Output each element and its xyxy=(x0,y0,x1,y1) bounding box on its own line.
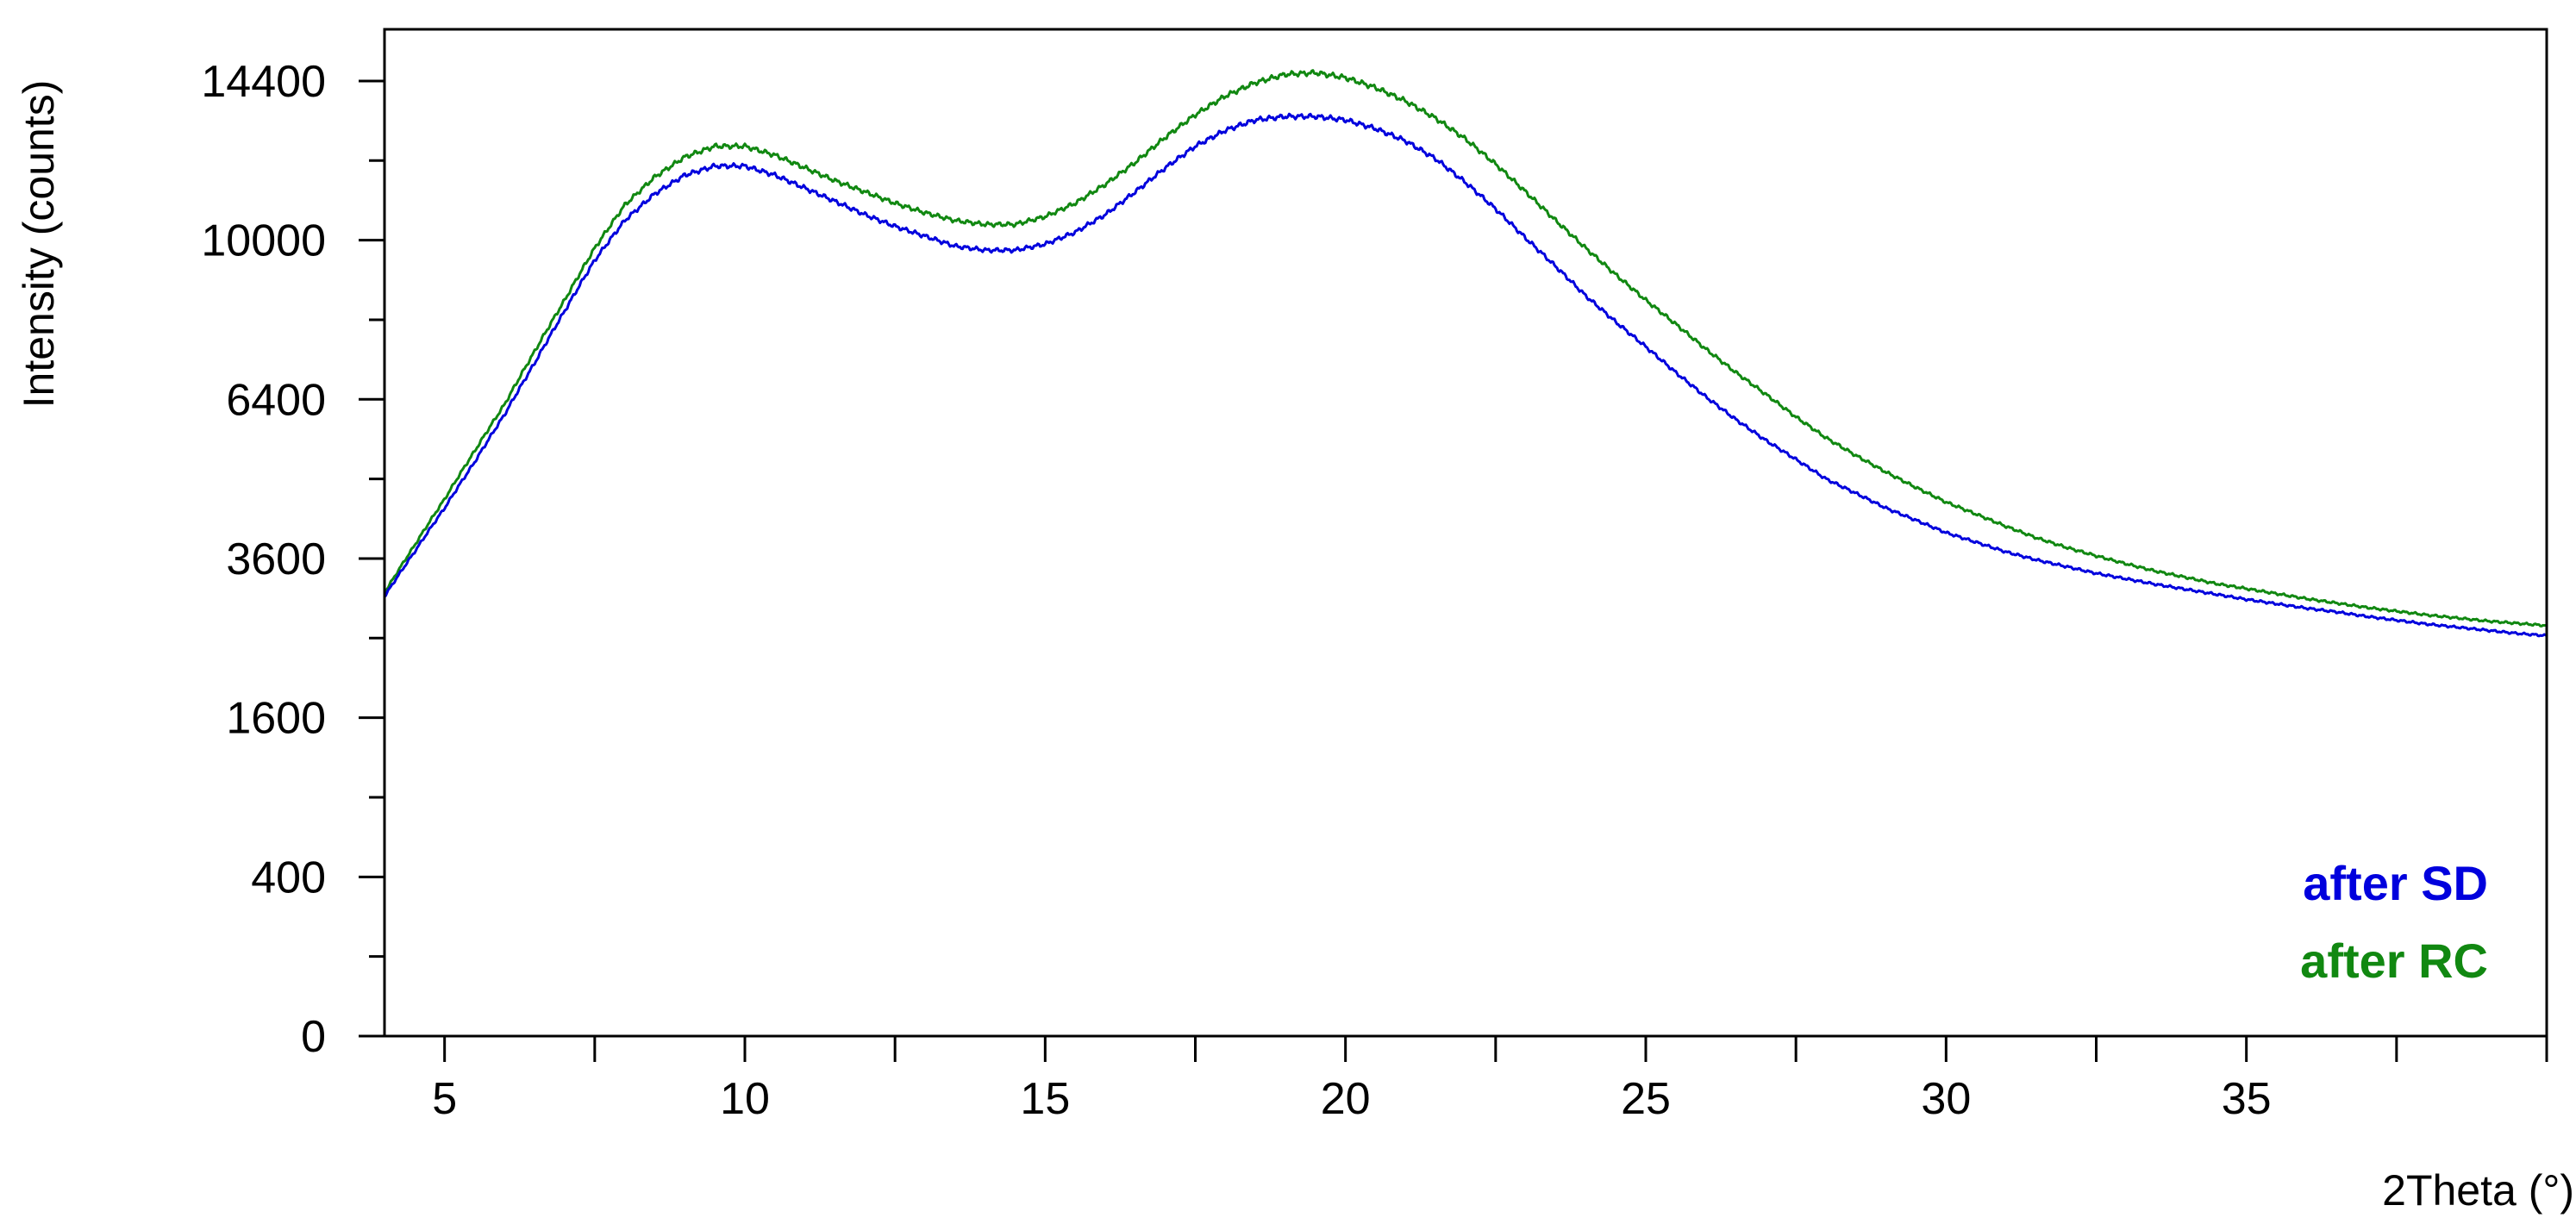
x-tick-label: 5 xyxy=(432,1074,457,1124)
x-tick-label: 10 xyxy=(720,1074,770,1124)
y-tick-label: 6400 xyxy=(226,375,326,425)
y-tick-label: 3600 xyxy=(226,534,326,584)
y-tick-label: 0 xyxy=(301,1012,326,1062)
y-tick-label: 14400 xyxy=(201,57,326,107)
y-axis-title: Intensity (counts) xyxy=(15,80,63,409)
y-tick-label: 10000 xyxy=(201,216,326,266)
y-tick-label: 1600 xyxy=(226,694,326,744)
y-axis-ticks: 0 400 1600 3600 6400 10000 14400 xyxy=(201,57,385,1062)
x-tick-label: 15 xyxy=(1020,1074,1070,1124)
x-tick-label: 20 xyxy=(1321,1074,1371,1124)
plot-frame xyxy=(383,28,2548,1038)
x-tick-label: 25 xyxy=(1621,1074,1671,1124)
y-tick-label: 400 xyxy=(251,852,326,902)
x-tick-label: 35 xyxy=(2222,1074,2272,1124)
legend-entry-0: after SD xyxy=(2303,856,2488,910)
series-layer xyxy=(383,69,2548,638)
x-axis-ticks: 5 10 15 20 25 30 35 xyxy=(432,1036,2548,1124)
x-tick-label: 30 xyxy=(1921,1074,1971,1124)
series-line-1 xyxy=(383,69,2548,628)
legend: after SD after RC xyxy=(2300,856,2488,988)
series-line-0 xyxy=(383,112,2548,638)
x-axis-title: 2Theta (°) xyxy=(2382,1166,2574,1215)
legend-entry-1: after RC xyxy=(2300,934,2488,988)
